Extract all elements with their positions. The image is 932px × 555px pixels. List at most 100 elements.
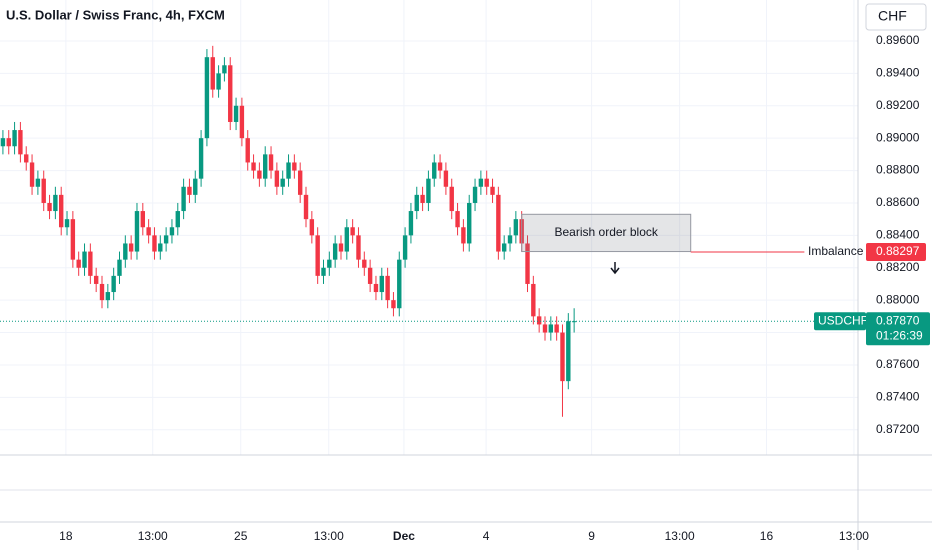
candle-body (507, 235, 513, 244)
candle-body (193, 178, 198, 195)
candle-body (379, 275, 384, 293)
candle-body (297, 170, 303, 195)
candle-body (338, 243, 344, 252)
candle-body (542, 324, 548, 333)
candle-body (455, 211, 460, 228)
candle-body (152, 235, 157, 252)
candle-body (391, 300, 396, 309)
y-tick-label: 0.88000 (876, 292, 920, 306)
y-tick-label: 0.89000 (876, 130, 920, 144)
candle-body (0, 138, 6, 147)
candle-body (321, 267, 326, 276)
x-tick-label: 18 (59, 529, 73, 543)
countdown: 01:26:39 (876, 328, 923, 342)
candle-body (29, 162, 35, 187)
y-tick-label: 0.87200 (876, 422, 920, 436)
x-tick-label: 13:00 (839, 529, 869, 543)
x-tick-label: Dec (393, 529, 415, 543)
candle-body (59, 194, 64, 228)
candle-body (47, 202, 52, 212)
order-block (521, 213, 692, 253)
candle-body (222, 65, 227, 74)
candle-body (402, 235, 408, 260)
candle-body (525, 243, 530, 284)
candle-body (216, 73, 221, 90)
candle-body (64, 219, 70, 228)
candle-body (35, 178, 41, 187)
candle-body (41, 178, 46, 203)
candle-body (158, 243, 163, 252)
candle-body (571, 321, 577, 323)
candle-body (93, 275, 99, 284)
candle-body (449, 186, 454, 212)
x-tick-label: 16 (760, 529, 774, 543)
candle-body (286, 162, 291, 179)
candle-body (327, 259, 332, 268)
candle-body (367, 267, 373, 284)
candle-body (362, 259, 367, 268)
candle-body (111, 275, 116, 293)
candle-body (554, 324, 559, 333)
candle-body (134, 211, 140, 252)
candle-body (344, 227, 350, 252)
candle-body (309, 219, 315, 236)
candle-body (175, 211, 180, 228)
x-tick-label: 13:00 (314, 529, 344, 543)
candle-body (303, 194, 309, 220)
y-tick-label: 0.88800 (876, 163, 920, 177)
candle-body (536, 316, 542, 325)
candle-body (408, 211, 414, 236)
candle-body (257, 170, 262, 179)
candle-body (531, 283, 536, 317)
candle-body (548, 324, 554, 333)
candle-body (210, 57, 215, 90)
candle-body (280, 178, 285, 187)
candle-body (356, 235, 361, 260)
candle-body (169, 227, 175, 236)
arrow-down (610, 262, 620, 275)
candle-body (501, 243, 507, 252)
imbalance-label: Imbalance (808, 244, 864, 258)
candle-body (373, 283, 379, 293)
candle-body (490, 186, 495, 195)
candle-body (53, 194, 58, 212)
candle-body (263, 154, 268, 179)
candle-body (12, 130, 17, 147)
candle-body (478, 178, 484, 187)
candle-body (146, 227, 151, 236)
y-tick-label: 0.88200 (876, 260, 920, 274)
candle-body (315, 235, 320, 276)
candle-body (163, 235, 169, 244)
symbol-label: USDCHF (818, 313, 868, 327)
candle-body (233, 105, 239, 122)
candle-body (228, 65, 233, 122)
candle-body (251, 162, 256, 171)
candle-body (560, 332, 565, 382)
x-tick-label: 25 (234, 529, 248, 543)
candle-body (414, 194, 419, 212)
candle-body (181, 186, 186, 212)
order-block-label: Bearish order block (555, 225, 659, 239)
candle-body (437, 162, 443, 171)
imbalance-price: 0.88297 (876, 244, 920, 258)
candle-body (99, 283, 105, 301)
candle-body (198, 138, 204, 179)
y-tick-label: 0.88600 (876, 195, 920, 209)
x-tick-label: 13:00 (138, 529, 168, 543)
candle-body (513, 219, 519, 236)
y-tick-label: 0.87400 (876, 390, 920, 404)
last-price: 0.87870 (876, 313, 920, 327)
candle-body (24, 154, 29, 163)
x-tick-label: 4 (483, 529, 490, 543)
candle-body (245, 138, 250, 163)
y-tick-label: 0.89600 (876, 33, 920, 47)
chart-title: U.S. Dollar / Swiss Franc, 4h, FXCM (6, 7, 225, 22)
imbalance-price-tag (866, 243, 926, 262)
currency-button[interactable] (865, 3, 927, 31)
x-tick-label: 13:00 (665, 529, 695, 543)
y-tick-label: 0.89400 (876, 66, 920, 80)
candle-body (6, 138, 11, 147)
candle-body (274, 170, 280, 187)
